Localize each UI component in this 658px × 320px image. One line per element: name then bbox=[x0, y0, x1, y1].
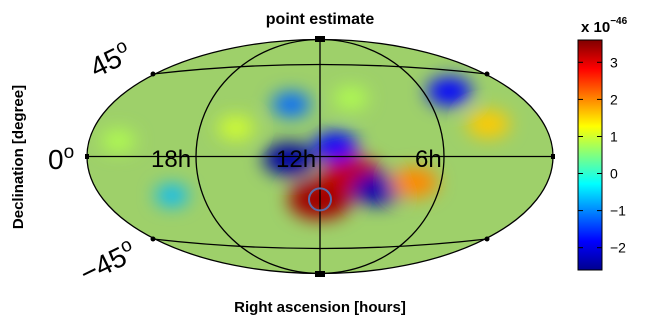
ra-tick-label: 12h bbox=[276, 146, 316, 173]
ra-tick-label: 18h bbox=[151, 146, 191, 173]
dec-tick-label: 0o bbox=[48, 142, 74, 175]
intensity-feature bbox=[217, 116, 254, 140]
dec-tick-label: 45o bbox=[84, 35, 136, 83]
intensity-feature bbox=[262, 142, 315, 176]
colorbar-scale-label: x 10−46 bbox=[581, 16, 628, 36]
parallel-tick bbox=[484, 71, 490, 77]
source-marker-circle bbox=[308, 187, 332, 212]
equator-tick-right bbox=[551, 154, 555, 159]
intensity-feature bbox=[351, 172, 403, 206]
colorbar-tick-label: 0 bbox=[610, 166, 618, 182]
colorbar-tick-label: −1 bbox=[610, 203, 626, 219]
colorbar-ticks: 3 2 1 0 −1 −2 bbox=[578, 54, 626, 256]
ra-tick-label: 6h bbox=[415, 146, 442, 173]
intensity-feature bbox=[426, 77, 472, 106]
parallel-tick bbox=[484, 236, 490, 242]
colorbar: 3 2 1 0 −1 −2 x 10−46 bbox=[577, 16, 628, 271]
parallel-tick bbox=[150, 71, 156, 77]
intensity-feature bbox=[390, 167, 438, 198]
intensity-feature bbox=[101, 130, 136, 152]
y-axis-label: Declination [degree] bbox=[10, 85, 27, 229]
pole-tick-south bbox=[315, 271, 325, 277]
parallel-minus-45 bbox=[152, 238, 488, 250]
intensity-field bbox=[101, 77, 510, 220]
colorbar-gradient bbox=[577, 39, 603, 271]
colorbar-tick-label: −2 bbox=[610, 240, 626, 256]
colorbar-tick-label: 2 bbox=[610, 91, 618, 107]
pole-tick-north bbox=[315, 36, 325, 42]
ra-tick-labels: 18h 12h 6h bbox=[151, 146, 442, 173]
intensity-feature bbox=[312, 131, 359, 161]
intensity-feature bbox=[155, 185, 189, 206]
intensity-feature bbox=[271, 92, 311, 117]
x-axis-label: Right ascension [hours] bbox=[234, 299, 406, 316]
dec-tick-label: −45o bbox=[74, 234, 141, 289]
intensity-feature bbox=[466, 110, 510, 138]
parallel-plus-45 bbox=[152, 63, 488, 75]
equator-tick-left bbox=[85, 154, 89, 159]
colorbar-tick-label: 1 bbox=[610, 129, 618, 145]
parallel-tick bbox=[150, 236, 156, 242]
colorbar-tick-label: 3 bbox=[610, 54, 618, 70]
chart-title: point estimate bbox=[266, 11, 375, 28]
intensity-feature bbox=[334, 87, 368, 109]
grid-ticks bbox=[85, 36, 555, 277]
